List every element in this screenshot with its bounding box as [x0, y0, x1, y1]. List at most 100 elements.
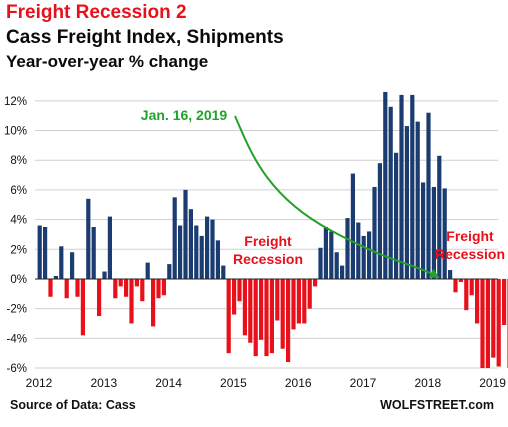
bar [37, 225, 42, 279]
brand-label: WOLFSTREET.com [380, 398, 494, 412]
bar [226, 278, 231, 354]
y-tick-label: 10% [4, 126, 27, 138]
bar [334, 252, 339, 279]
annotation-date-label: Jan. 16, 2019 [141, 107, 228, 123]
bar [134, 278, 139, 287]
bar [48, 278, 53, 297]
bar [448, 270, 453, 279]
bars [37, 91, 508, 368]
bar [102, 271, 107, 279]
bar [188, 209, 193, 279]
bar [496, 278, 501, 367]
bar [383, 91, 388, 279]
bar [210, 219, 215, 279]
bar [313, 278, 318, 287]
bar [97, 278, 102, 317]
bar [291, 278, 296, 330]
y-tick-label: 0% [10, 274, 27, 286]
bar [350, 173, 355, 279]
bar [140, 278, 145, 302]
bar [167, 264, 172, 279]
x-axis-years: 2012 2013 2014 2015 2016 2017 2018 2019 [26, 376, 507, 390]
bar [388, 106, 393, 279]
annotation-recession-2-line1: Freight [446, 228, 494, 244]
bar [437, 155, 442, 279]
bar [442, 188, 447, 279]
annotation-arrow [234, 115, 440, 278]
bar [107, 216, 112, 279]
bar [372, 186, 377, 279]
y-axis-ticks: -6% -4% -2% 0% 2% 4% 6% 8% 10% 12% [4, 96, 27, 375]
year-label: 2014 [155, 376, 182, 390]
bar [275, 278, 280, 321]
bar [248, 278, 253, 343]
annotation-recession-1-line1: Freight [244, 233, 292, 249]
y-tick-label: 12% [4, 96, 27, 108]
bar [172, 197, 177, 279]
bar [215, 240, 220, 279]
bar [502, 278, 507, 325]
bar [156, 278, 161, 299]
y-tick-label: -6% [7, 363, 27, 375]
bar [345, 218, 350, 279]
y-tick-label: -2% [7, 304, 27, 316]
bar [296, 278, 301, 324]
y-tick-label: 4% [10, 215, 27, 227]
bar [80, 278, 85, 336]
bar [113, 278, 118, 299]
bar [199, 235, 204, 279]
bar [410, 94, 415, 279]
y-tick-label: 6% [10, 185, 27, 197]
year-label: 2019 [479, 376, 506, 390]
bar [269, 278, 274, 354]
chart-metric-label: Year-over-year % change [6, 52, 209, 71]
bar [70, 252, 75, 279]
bar [221, 265, 226, 279]
gridlines [35, 100, 498, 369]
bar [329, 231, 334, 279]
bar [129, 278, 134, 324]
bar [426, 112, 431, 279]
bar [242, 278, 247, 336]
bar [151, 278, 156, 327]
year-label: 2013 [90, 376, 117, 390]
bar [491, 278, 496, 358]
bar [253, 278, 258, 357]
bar [475, 278, 480, 324]
bar [91, 227, 96, 279]
bar [431, 186, 436, 279]
source-note: Source of Data: Cass [10, 398, 136, 412]
year-label: 2012 [26, 376, 53, 390]
bar [323, 227, 328, 279]
bar [361, 235, 366, 279]
year-label: 2016 [285, 376, 312, 390]
bar [464, 278, 469, 311]
year-label: 2015 [220, 376, 247, 390]
bar [124, 278, 129, 297]
year-label: 2017 [350, 376, 377, 390]
annotation-recession-2-line2: Recession [435, 246, 505, 262]
bar [485, 278, 490, 368]
chart-title: Freight Recession 2 [6, 2, 187, 23]
bar [286, 278, 291, 363]
bar [59, 246, 64, 279]
bar [194, 225, 199, 279]
bar [259, 278, 264, 340]
bar [307, 278, 312, 309]
bar [161, 278, 166, 296]
bar [340, 265, 345, 279]
bar [53, 275, 58, 279]
bar [205, 216, 210, 279]
bar [232, 278, 237, 315]
bar [43, 227, 48, 279]
bar [415, 121, 420, 279]
bar [75, 278, 80, 297]
bar [458, 278, 463, 282]
bar [399, 94, 404, 279]
bar [118, 278, 123, 287]
bar [86, 198, 91, 279]
chart-subtitle: Cass Freight Index, Shipments [6, 27, 284, 48]
bar [318, 247, 323, 279]
bar [377, 163, 382, 279]
bar [145, 262, 150, 279]
